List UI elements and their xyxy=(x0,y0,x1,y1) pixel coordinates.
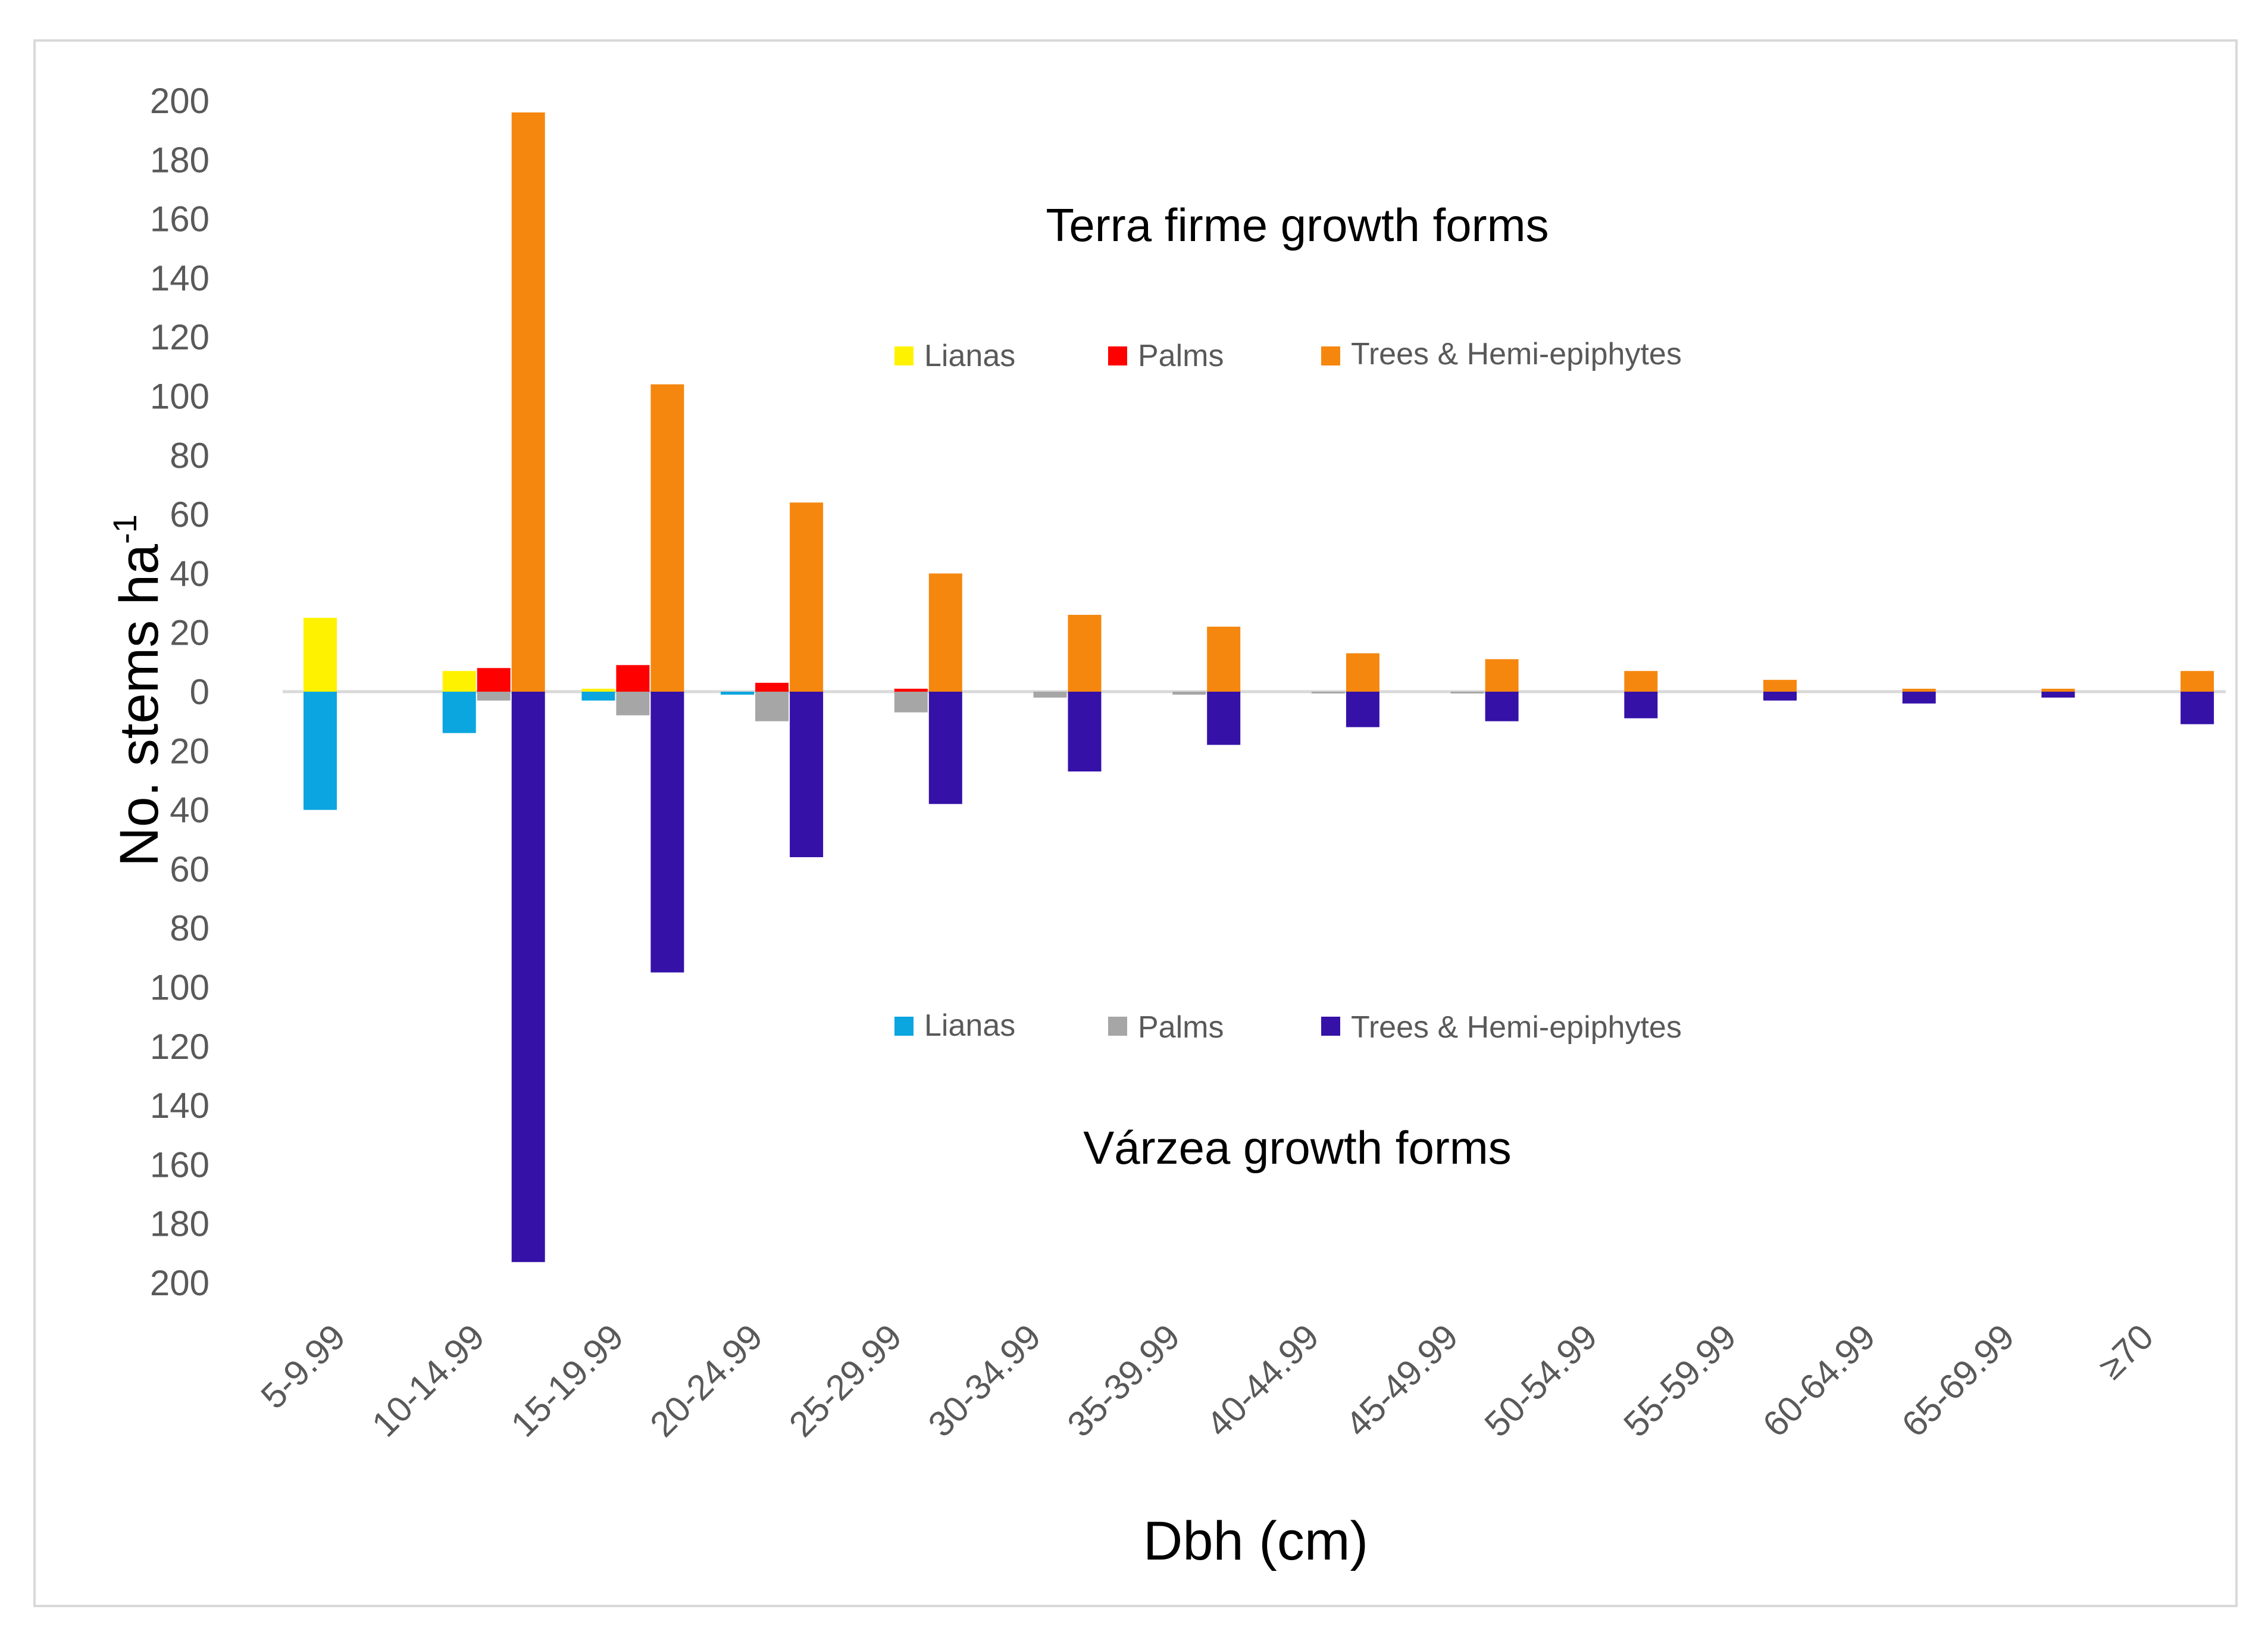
legend-label-varzea-palms: Palms xyxy=(1138,1010,1224,1045)
legend-label-terra-palms: Palms xyxy=(1138,339,1224,373)
y-tick-label: 100 xyxy=(150,377,209,417)
bar-varzea-trees-hemi-epiphytes-8 xyxy=(1485,692,1519,721)
bar-terra-firme-palms-3 xyxy=(755,683,789,692)
bar-varzea-palms-3 xyxy=(755,692,789,721)
bar-varzea-trees-hemi-epiphytes-12 xyxy=(2041,692,2075,698)
bar-varzea-trees-hemi-epiphytes-6 xyxy=(1207,692,1241,745)
bar-terra-firme-trees-hemi-epiphytes-1 xyxy=(511,112,545,692)
y-tick-label: 20 xyxy=(170,731,209,771)
bar-terra-firme-trees-hemi-epiphytes-4 xyxy=(928,573,962,692)
bar-varzea-palms-5 xyxy=(1033,692,1067,698)
bar-varzea-trees-hemi-epiphytes-13 xyxy=(2181,692,2214,724)
bar-varzea-trees-hemi-epiphytes-4 xyxy=(928,692,962,804)
bar-varzea-palms-7 xyxy=(1311,692,1345,693)
y-tick-labels: 2001801601401201008060402002040608010012… xyxy=(150,81,209,1303)
bar-terra-firme-trees-hemi-epiphytes-11 xyxy=(1902,689,1936,692)
bar-terra-firme-palms-4 xyxy=(894,689,928,692)
y-tick-label: 200 xyxy=(150,1263,209,1303)
bar-terra-firme-trees-hemi-epiphytes-5 xyxy=(1068,614,1102,692)
bar-varzea-trees-hemi-epiphytes-9 xyxy=(1624,692,1658,718)
legend-label-terra-lianas: Lianas xyxy=(924,339,1015,373)
bar-terra-firme-trees-hemi-epiphytes-3 xyxy=(790,502,824,692)
bar-terra-firme-lianas-0 xyxy=(304,617,337,692)
y-axis-title-superscript: -1 xyxy=(106,514,143,544)
bar-terra-firme-lianas-2 xyxy=(581,689,615,692)
bar-varzea-trees-hemi-epiphytes-10 xyxy=(1763,692,1797,701)
legend-label-terra-trees: Trees & Hemi-epiphytes xyxy=(1351,337,1682,371)
y-tick-label: 200 xyxy=(150,81,209,121)
bar-varzea-palms-2 xyxy=(616,692,650,715)
y-tick-label: 120 xyxy=(150,1027,209,1067)
legend-label-varzea-trees: Trees & Hemi-epiphytes xyxy=(1351,1010,1682,1045)
bar-varzea-palms-1 xyxy=(477,692,511,701)
bar-terra-firme-palms-2 xyxy=(616,665,650,692)
bar-varzea-palms-6 xyxy=(1172,692,1206,695)
legend-swatch-varzea-trees xyxy=(1321,1017,1340,1036)
y-tick-label: 60 xyxy=(170,495,209,535)
bar-varzea-lianas-0 xyxy=(304,692,337,810)
y-tick-label: 60 xyxy=(170,849,209,889)
bar-terra-firme-trees-hemi-epiphytes-12 xyxy=(2041,689,2075,692)
y-tick-label: 180 xyxy=(150,140,209,180)
chart-frame xyxy=(33,39,2238,1607)
bar-terra-firme-lianas-1 xyxy=(442,671,476,692)
bar-terra-firme-palms-1 xyxy=(477,668,511,692)
bar-varzea-trees-hemi-epiphytes-11 xyxy=(1902,692,1936,704)
bar-terra-firme-trees-hemi-epiphytes-7 xyxy=(1346,653,1379,692)
terra-firme-title: Terra firme growth forms xyxy=(1046,199,1549,251)
bars-layer xyxy=(304,112,2214,1263)
y-tick-label: 120 xyxy=(150,317,209,357)
y-tick-label: 160 xyxy=(150,1145,209,1185)
y-tick-label: 80 xyxy=(170,908,209,948)
bar-varzea-lianas-1 xyxy=(442,692,476,733)
y-tick-label: 40 xyxy=(170,790,209,830)
legend-swatch-terra-trees xyxy=(1321,346,1340,365)
y-axis-title-main: No. stems ha xyxy=(109,543,170,867)
y-tick-label: 180 xyxy=(150,1204,209,1244)
y-tick-label: 160 xyxy=(150,199,209,239)
y-tick-label: 0 xyxy=(190,672,209,712)
bar-varzea-palms-8 xyxy=(1450,692,1484,693)
legend-terra-firme: Lianas Palms Trees & Hemi-epiphytes xyxy=(894,337,1682,373)
bar-terra-firme-trees-hemi-epiphytes-6 xyxy=(1207,626,1241,692)
legend-swatch-terra-lianas xyxy=(894,346,914,365)
legend-label-varzea-lianas: Lianas xyxy=(924,1008,1015,1043)
x-axis-title: Dbh (cm) xyxy=(1143,1511,1368,1571)
bar-varzea-trees-hemi-epiphytes-7 xyxy=(1346,692,1379,727)
bar-terra-firme-trees-hemi-epiphytes-8 xyxy=(1485,659,1519,692)
y-tick-label: 80 xyxy=(170,436,209,476)
bar-terra-firme-trees-hemi-epiphytes-9 xyxy=(1624,671,1658,692)
bar-terra-firme-trees-hemi-epiphytes-13 xyxy=(2181,671,2214,692)
y-axis-title: No. stems ha-1 xyxy=(106,514,170,867)
bar-varzea-lianas-2 xyxy=(581,692,615,701)
y-tick-label: 140 xyxy=(150,1086,209,1126)
legend-swatch-terra-palms xyxy=(1108,346,1127,365)
y-tick-label: 40 xyxy=(170,554,209,593)
y-tick-label: 140 xyxy=(150,258,209,298)
varzea-title: Várzea growth forms xyxy=(1083,1121,1512,1174)
bar-varzea-lianas-3 xyxy=(721,692,755,695)
legend-varzea: Lianas Palms Trees & Hemi-epiphytes xyxy=(894,1008,1682,1045)
y-tick-label: 100 xyxy=(150,968,209,1008)
bar-terra-firme-trees-hemi-epiphytes-10 xyxy=(1763,680,1797,692)
bar-varzea-trees-hemi-epiphytes-1 xyxy=(511,692,545,1263)
legend-swatch-varzea-palms xyxy=(1108,1017,1127,1036)
bar-terra-firme-trees-hemi-epiphytes-2 xyxy=(650,384,684,692)
bar-varzea-trees-hemi-epiphytes-3 xyxy=(790,692,824,858)
bar-varzea-trees-hemi-epiphytes-2 xyxy=(650,692,684,973)
bar-varzea-palms-4 xyxy=(894,692,928,713)
legend-swatch-varzea-lianas xyxy=(894,1017,914,1036)
y-tick-label: 20 xyxy=(170,613,209,653)
bar-varzea-trees-hemi-epiphytes-5 xyxy=(1068,692,1102,772)
